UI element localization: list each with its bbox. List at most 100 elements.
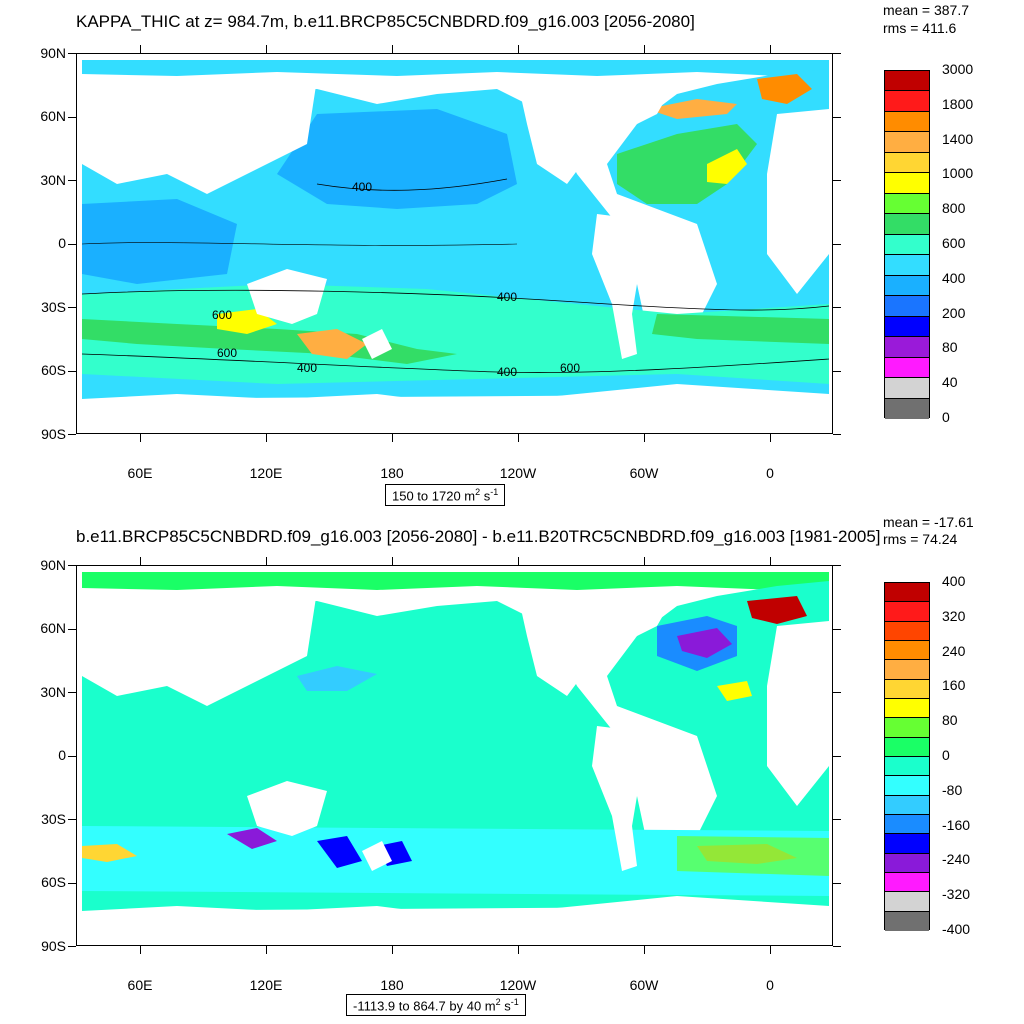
top-contour-line xyxy=(81,242,518,246)
lon-tick xyxy=(518,557,519,565)
bottom-purple-anomaly xyxy=(227,828,277,849)
top-colorbar-cell xyxy=(885,193,929,215)
lat-tick xyxy=(68,243,76,245)
top-lat-label: 60S xyxy=(41,362,66,378)
top-southern-green xyxy=(82,319,457,364)
top-lat-label: 60N xyxy=(40,108,66,124)
top-contour-label: 400 xyxy=(297,361,317,375)
lon-tick xyxy=(518,946,519,954)
bottom-colorbar-label: -80 xyxy=(942,781,963,798)
bottom-rms-label: rms = 74.24 xyxy=(883,531,958,547)
top-contour-label: 400 xyxy=(352,180,372,194)
bottom-land-africa xyxy=(767,621,829,806)
lon-tick xyxy=(266,557,267,565)
lon-tick xyxy=(770,45,771,53)
top-gulfstream-yellow xyxy=(707,149,747,184)
top-colorbar-cell xyxy=(885,132,929,153)
top-colorbar-cell xyxy=(885,71,929,92)
top-colorbar-label: 40 xyxy=(942,374,958,391)
top-colorbar-cell xyxy=(885,316,929,338)
lon-tick xyxy=(770,434,771,442)
top-map-title: KAPPA_THIC at z= 984.7m, b.e11.BRCP85C5C… xyxy=(76,12,695,31)
top-colorbar-cell xyxy=(885,91,929,112)
lat-tick xyxy=(833,307,841,308)
top-land-antarctica xyxy=(82,394,829,433)
top-colorbar-label: 600 xyxy=(942,235,966,251)
top-colorbar-label: 800 xyxy=(942,200,966,217)
top-map-field: 400 400 600 600 400 400 600 xyxy=(81,60,830,433)
top-contour-line xyxy=(81,353,830,373)
top-land-south-america xyxy=(592,214,642,359)
bottom-lon-label: 120E xyxy=(249,977,283,993)
top-contour-label: 600 xyxy=(560,361,580,375)
lon-tick xyxy=(266,45,267,53)
top-colorbar-label: 400 xyxy=(942,269,966,286)
lon-tick xyxy=(140,557,141,565)
lon-tick xyxy=(392,45,393,53)
bottom-colorbar-cell xyxy=(885,872,929,893)
lat-tick xyxy=(833,370,841,372)
bottom-colorbar-cell xyxy=(885,853,929,873)
bottom-colorbar-cell xyxy=(885,834,929,854)
lon-tick xyxy=(140,45,141,53)
bottom-map-frame xyxy=(76,565,833,946)
bottom-colorbar-cell xyxy=(885,583,929,603)
top-land-australia xyxy=(247,269,327,324)
lon-tick xyxy=(770,557,771,565)
bottom-gulfstream-purple xyxy=(677,628,732,658)
top-colorbar-cell xyxy=(885,173,929,194)
lon-tick xyxy=(518,45,519,53)
top-lat-label: 90N xyxy=(40,45,66,61)
bottom-colorbar-cell xyxy=(885,660,929,680)
bottom-colorbar-cell xyxy=(885,679,929,699)
top-lat-label: 90S xyxy=(41,426,66,442)
top-colorbar-label: 1000 xyxy=(942,165,974,182)
top-lat-label: 30S xyxy=(41,299,66,315)
top-land-africa xyxy=(767,109,829,294)
lat-tick xyxy=(68,692,76,693)
bottom-colorbar-label: -320 xyxy=(942,886,971,903)
top-colorbar-label: 1400 xyxy=(942,130,974,147)
bottom-colorbar-label: 160 xyxy=(942,677,966,694)
bottom-colorbar-cell xyxy=(885,621,929,641)
lat-tick xyxy=(68,565,76,566)
lon-tick xyxy=(644,45,645,53)
bottom-colorbar-cell xyxy=(885,640,929,661)
top-lat-label: 30N xyxy=(40,172,66,188)
bottom-blue-anomaly xyxy=(317,836,362,868)
top-colorbar-cell xyxy=(885,275,929,297)
lon-tick xyxy=(266,946,267,954)
bottom-colorbar-label: -240 xyxy=(942,851,971,868)
top-colorbar-cell xyxy=(885,296,929,317)
bottom-colorbar-label: 400 xyxy=(942,573,966,589)
bottom-lon-label: 0 xyxy=(766,977,774,993)
bottom-colorbar-cell xyxy=(885,737,929,757)
bottom-colorbar-cell xyxy=(885,756,929,777)
bottom-colorbar-cell xyxy=(885,718,929,738)
top-lon-label: 120W xyxy=(499,465,537,481)
bottom-mean-label: mean = -17.61 xyxy=(883,514,974,530)
bottom-lat-label: 90S xyxy=(41,938,66,954)
bottom-southern-yellow-west xyxy=(82,844,137,862)
lat-tick xyxy=(68,434,76,435)
top-lon-label: 120E xyxy=(249,465,283,481)
bottom-lon-label: 120W xyxy=(499,977,537,993)
bottom-land-nz xyxy=(362,841,392,871)
bottom-land-antarctica xyxy=(82,906,829,945)
bottom-southern-green xyxy=(677,836,829,876)
lat-tick xyxy=(68,755,76,757)
top-lon-label: 180 xyxy=(380,465,404,481)
top-mean-label: mean = 387.7 xyxy=(883,2,970,18)
bottom-land-asia xyxy=(82,591,317,706)
bottom-colorbar-cell xyxy=(885,776,929,796)
lat-tick xyxy=(833,434,841,435)
lat-tick xyxy=(68,116,76,118)
lon-tick xyxy=(266,434,267,442)
lat-tick xyxy=(68,307,76,308)
top-contour-label: 600 xyxy=(217,346,237,360)
top-range-label: 150 to 1720 m2 s-1 xyxy=(385,484,506,507)
top-colorbar-label: 80 xyxy=(942,339,958,356)
bottom-lat-label: 60S xyxy=(41,874,66,890)
top-colorbar-cell xyxy=(885,378,929,399)
bottom-colorbar-label: 240 xyxy=(942,642,966,659)
